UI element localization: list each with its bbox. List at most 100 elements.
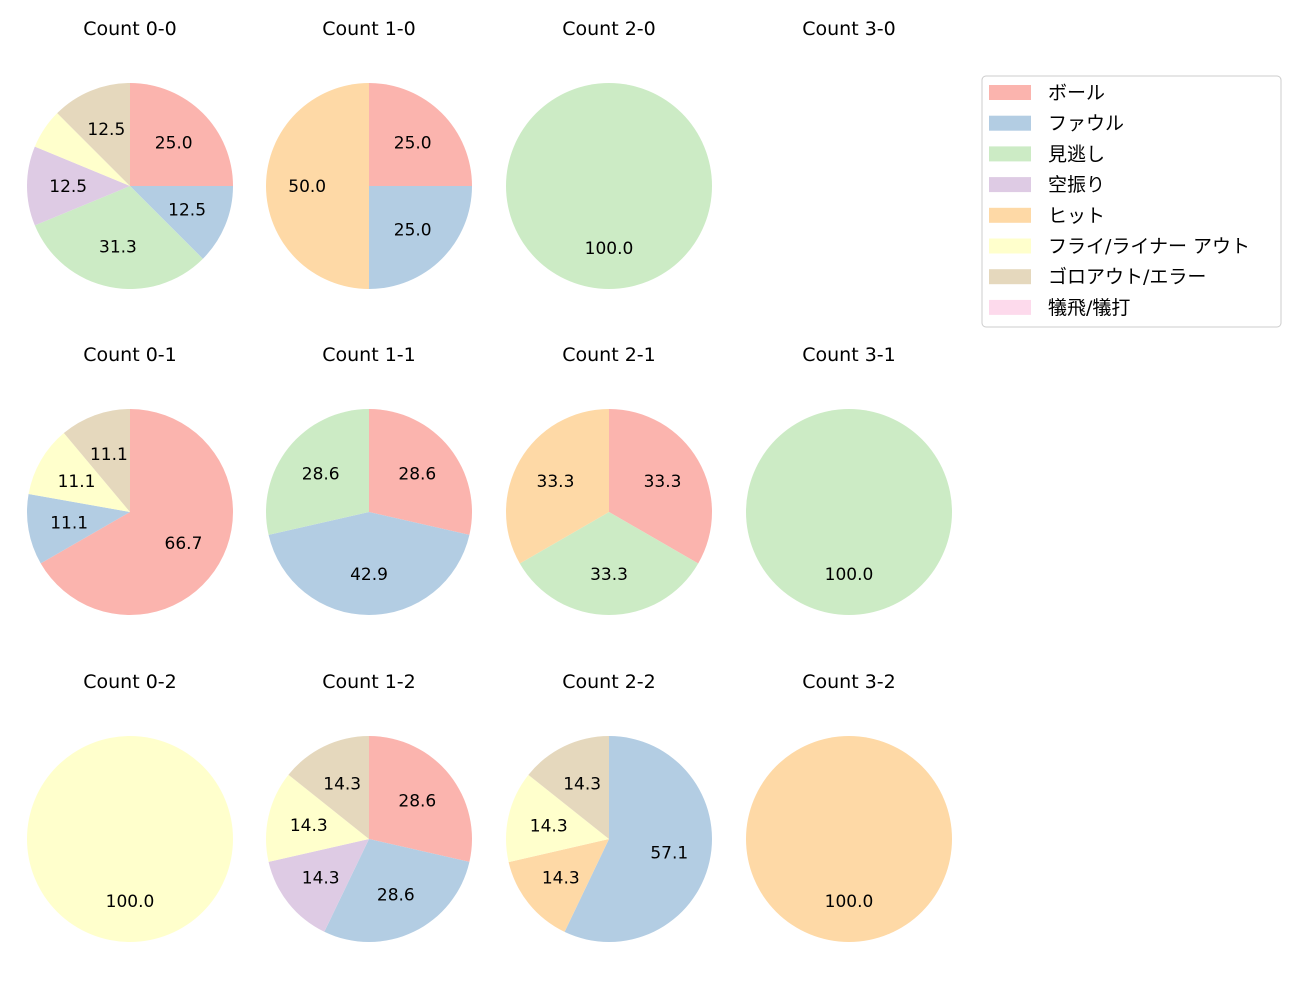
pie-label: 12.5	[87, 120, 125, 140]
legend-label: フライ/ライナー アウト	[1048, 236, 1250, 258]
pie-title: Count 0-1	[83, 344, 177, 366]
legend-swatch	[989, 177, 1031, 193]
pie-label: 33.3	[537, 472, 575, 492]
pie-count-3-1: Count 3-1 100.0	[746, 344, 952, 615]
pie-count-1-1: Count 1-1 28.6 42.9 28.6	[266, 344, 473, 615]
pie-count-0-0: Count 0-0 25.0 12.5 31.3 12.5 12.5	[27, 18, 233, 289]
pie-slice	[266, 83, 369, 289]
pie-count-2-0: Count 2-0 100.0	[506, 18, 712, 289]
pie-label: 28.6	[377, 886, 415, 906]
pie-label: 33.3	[590, 565, 628, 585]
pie-title: Count 3-2	[802, 671, 896, 693]
legend-swatch	[989, 299, 1031, 315]
legend-swatch	[989, 269, 1031, 285]
pie-slice	[506, 83, 712, 289]
pie-title: Count 2-1	[562, 344, 656, 366]
pie-count-0-1: Count 0-1 66.7 11.1 11.1 11.1	[26, 344, 234, 615]
pie-slice	[28, 433, 130, 512]
pie-slice	[27, 736, 233, 942]
pie-title: Count 2-0	[562, 18, 656, 40]
pie-count-1-2: Count 1-2 28.6 28.6 14.3 14.3 14.3	[265, 671, 472, 943]
pie-label: 14.3	[290, 816, 328, 836]
pie-count-3-0: Count 3-0	[802, 18, 896, 40]
pie-count-1-0: Count 1-0 25.0 25.0 50.0	[266, 18, 472, 289]
pie-slice	[746, 736, 952, 942]
pie-label: 12.5	[49, 177, 87, 197]
pie-label: 33.3	[644, 472, 682, 492]
pie-label: 57.1	[650, 844, 688, 864]
legend-label: 犠飛/犠打	[1048, 297, 1130, 319]
pie-label: 14.3	[563, 774, 601, 794]
pie-slice	[564, 736, 712, 942]
pie-slice	[57, 83, 131, 186]
pie-label: 14.3	[542, 869, 580, 889]
legend-swatch	[989, 207, 1031, 223]
legend-swatch	[989, 238, 1031, 254]
pie-title: Count 1-0	[322, 18, 416, 40]
pie-slice	[369, 186, 472, 289]
legend-label: 空振り	[1048, 174, 1105, 196]
pie-slice	[40, 409, 234, 615]
pie-label: 14.3	[302, 869, 340, 889]
pie-label: 100.0	[825, 565, 874, 585]
pie-slice	[519, 512, 699, 615]
pie-label: 66.7	[165, 534, 203, 554]
pie-title: Count 0-2	[83, 671, 177, 693]
pie-slice	[288, 736, 369, 839]
pie-title: Count 3-1	[802, 344, 896, 366]
pie-title: Count 1-1	[322, 344, 416, 366]
pie-title: Count 1-2	[322, 671, 416, 693]
legend-label: ゴロアウト/エラー	[1048, 266, 1206, 288]
pie-slice	[26, 493, 130, 564]
pie-count-2-2: Count 2-2 57.1 14.3 14.3 14.3	[505, 671, 712, 942]
pie-title: Count 2-2	[562, 671, 656, 693]
legend-label: 見逃し	[1048, 143, 1105, 165]
pie-label: 28.6	[398, 464, 436, 484]
pie-label: 11.1	[58, 472, 96, 492]
pie-label: 50.0	[288, 177, 326, 197]
pie-label: 100.0	[585, 239, 634, 259]
legend-swatch	[989, 85, 1031, 100]
pie-label: 14.3	[323, 774, 361, 794]
pie-label: 11.1	[50, 514, 88, 534]
pie-count-2-1: Count 2-1 33.3 33.3 33.3	[506, 344, 712, 615]
pie-label: 100.0	[106, 892, 155, 912]
pie-label: 42.9	[350, 565, 388, 585]
pie-label: 28.6	[302, 464, 340, 484]
legend-box	[981, 75, 1282, 328]
pie-slice	[130, 186, 233, 259]
pie-slice	[746, 409, 952, 615]
pie-slice	[324, 839, 470, 943]
pie-slice	[265, 774, 369, 862]
legend-label: ファウル	[1048, 113, 1124, 135]
pie-label: 11.1	[90, 445, 128, 465]
pie-count-3-2: Count 3-2 100.0	[746, 671, 952, 942]
pie-label: 25.0	[394, 221, 432, 241]
pie-label: 14.3	[530, 816, 568, 836]
legend-label: ヒット	[1048, 205, 1105, 227]
pie-label: 100.0	[825, 892, 874, 912]
pie-slice	[266, 409, 369, 535]
pie-count-0-2: Count 0-2 100.0	[27, 671, 233, 942]
pie-title: Count 0-0	[83, 18, 177, 40]
pie-slice	[268, 839, 369, 932]
pie-slice	[34, 186, 203, 289]
pie-slice	[369, 736, 472, 862]
pie-slice	[505, 774, 609, 863]
pie-label: 31.3	[99, 238, 137, 258]
legend-swatch	[989, 115, 1031, 131]
legend-swatch	[989, 146, 1031, 162]
pie-slice	[63, 409, 130, 512]
pie-slice	[506, 409, 609, 564]
pie-slice	[34, 113, 130, 186]
pie-label: 25.0	[155, 133, 193, 153]
pie-label: 28.6	[398, 791, 436, 811]
pie-title: Count 3-0	[802, 18, 896, 40]
pie-slice	[130, 83, 233, 186]
pie-label: 25.0	[394, 133, 432, 153]
pie-slice	[268, 512, 470, 615]
pie-slice	[369, 409, 473, 535]
